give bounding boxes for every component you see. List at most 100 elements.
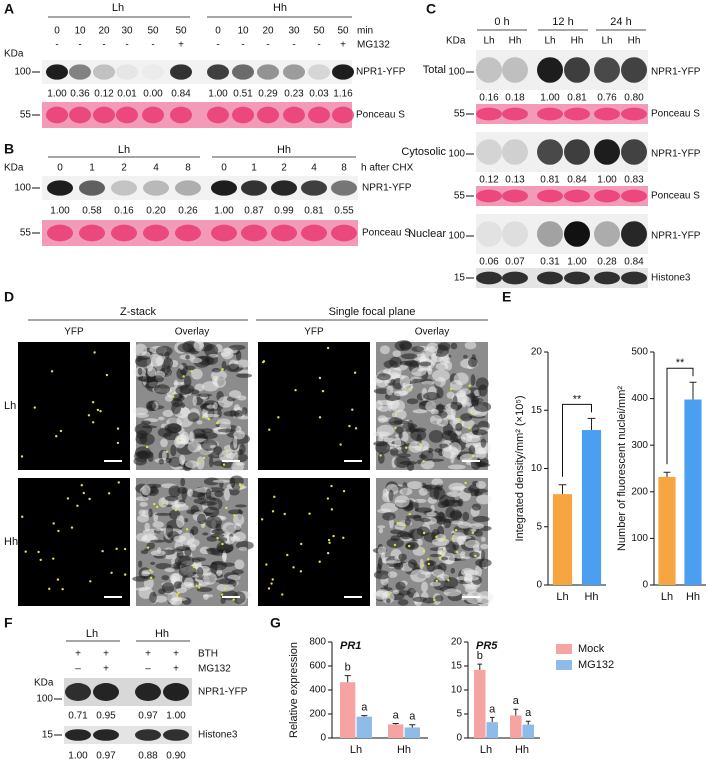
marker-label: 15 xyxy=(42,730,54,741)
cell-texture xyxy=(429,553,442,558)
cell-texture xyxy=(444,551,455,565)
nucleus-spot xyxy=(464,481,467,485)
group-label: Lh xyxy=(112,2,124,14)
y-tick-label: 15 xyxy=(531,405,543,416)
nucleus-spot xyxy=(149,568,152,572)
cell-texture xyxy=(464,585,477,594)
treatment-sign: - xyxy=(266,40,269,51)
cell-texture xyxy=(444,498,449,503)
cell-texture xyxy=(464,341,477,350)
cell-texture xyxy=(190,526,199,535)
cell-texture xyxy=(402,422,418,430)
unit-label: h after CHX xyxy=(361,163,414,174)
cell-texture xyxy=(137,514,149,523)
cell-texture xyxy=(433,486,440,499)
time-label: 8 xyxy=(185,163,191,174)
cell-texture xyxy=(164,423,182,434)
cell-texture xyxy=(210,533,225,538)
quant-value: 0.84 xyxy=(171,89,191,100)
cell-texture xyxy=(470,374,476,386)
cell-texture xyxy=(394,556,399,560)
nucleus-spot xyxy=(267,587,271,590)
row-label: Lh xyxy=(4,400,16,412)
time-label: 4 xyxy=(153,163,159,174)
nucleus-spot xyxy=(59,429,63,433)
cell-texture xyxy=(179,454,186,465)
cell-texture xyxy=(205,488,212,501)
cell-texture xyxy=(200,428,213,434)
nucleus-spot xyxy=(387,593,391,597)
treatment-sign: + xyxy=(178,40,184,51)
marker-label: 100 xyxy=(448,67,465,78)
quant-value: 0.87 xyxy=(244,206,264,217)
quant-value: 1.00 xyxy=(567,257,587,268)
blot-band xyxy=(111,224,137,242)
cell-texture xyxy=(191,368,203,380)
nucleus-spot xyxy=(240,485,243,488)
nucleus-spot xyxy=(435,579,439,582)
cell-texture xyxy=(221,552,227,562)
treatment-sign: – xyxy=(75,664,81,675)
cell-texture xyxy=(399,375,411,388)
cell-texture xyxy=(463,573,473,584)
error-bar xyxy=(361,715,368,717)
cell-texture xyxy=(149,539,166,543)
blot-band xyxy=(564,189,590,203)
x-tick-label: Lh xyxy=(556,591,568,603)
panel-label: D xyxy=(4,289,14,305)
blot-band xyxy=(47,224,73,242)
nucleus-spot xyxy=(178,596,182,600)
x-tick-label: Lh xyxy=(350,744,362,756)
cell-texture xyxy=(373,590,388,600)
yfp-image xyxy=(18,478,130,606)
nucleus-spot xyxy=(198,462,201,465)
blot-band xyxy=(621,107,647,121)
cell-texture xyxy=(150,484,158,494)
blot-band xyxy=(502,107,528,121)
cell-texture xyxy=(395,426,404,434)
error-bar xyxy=(489,716,495,723)
cell-texture xyxy=(392,589,400,595)
nucleus-spot xyxy=(61,587,64,591)
nucleus-spot xyxy=(330,484,333,488)
nucleus-spot xyxy=(332,534,335,538)
loading-label: Histone3 xyxy=(651,273,691,284)
nucleus-spot xyxy=(88,497,91,501)
nucleus-spot xyxy=(123,547,127,551)
cell-texture xyxy=(423,392,440,401)
cell-texture xyxy=(133,343,148,357)
treatment-sign: + xyxy=(145,649,151,660)
cell-texture xyxy=(150,561,156,565)
cell-texture xyxy=(387,571,398,578)
y-tick-label: 400 xyxy=(631,393,648,404)
cell-texture xyxy=(231,569,244,575)
significance-letter: a xyxy=(489,703,496,715)
blot-band xyxy=(241,224,267,242)
nucleus-spot xyxy=(454,529,458,532)
cell-texture xyxy=(175,385,193,396)
cell-texture xyxy=(203,477,220,486)
nucleus-spot xyxy=(101,549,104,553)
treatment-sign: + xyxy=(103,664,109,675)
nucleus-spot xyxy=(178,439,181,442)
cell-texture xyxy=(475,460,486,467)
blot-band xyxy=(142,106,164,124)
cell-texture xyxy=(452,541,459,551)
cell-texture xyxy=(411,346,424,352)
marker-label: 55 xyxy=(454,191,466,202)
cell-texture xyxy=(210,561,218,575)
significance-mark: ** xyxy=(573,393,582,405)
cell-texture xyxy=(388,417,403,426)
cell-texture xyxy=(386,385,394,396)
nucleus-spot xyxy=(216,421,219,425)
error-bar xyxy=(558,484,567,495)
nucleus-spot xyxy=(24,550,27,553)
cell-texture xyxy=(233,451,239,463)
cell-texture xyxy=(436,573,450,581)
cell-texture xyxy=(176,515,185,528)
section-label: Z-stack xyxy=(120,306,157,318)
treatment-sign: - xyxy=(151,40,154,51)
cell-texture xyxy=(389,356,402,368)
nucleus-spot xyxy=(353,371,357,374)
time-label: 2 xyxy=(121,163,127,174)
